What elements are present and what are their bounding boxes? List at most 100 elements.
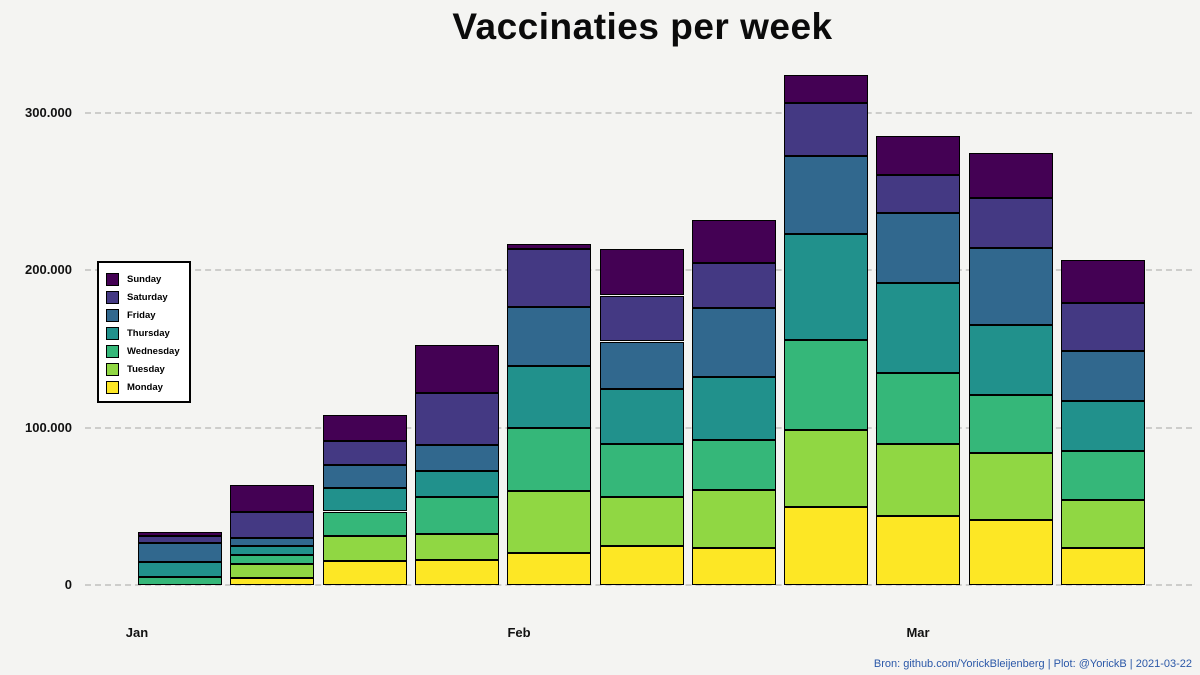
bar-segment-monday-week-11 [1061, 547, 1145, 585]
bar-segment-sunday-week-6 [599, 248, 684, 296]
x-axis-month-label-jan: Jan [125, 625, 149, 640]
bar-segment-monday-week-7 [691, 548, 776, 585]
bar-segment-thursday-week-9 [876, 283, 961, 374]
bar-segment-tuesday-week-9 [876, 444, 961, 516]
bar-segment-thursday-week-8 [784, 233, 869, 340]
bar-segment-saturday-week-1 [138, 535, 222, 544]
legend-label: Thursday [127, 327, 170, 339]
bar-segment-wednesday-week-5 [507, 428, 592, 492]
bar-segment-wednesday-week-10 [968, 395, 1053, 454]
bar-segment-thursday-week-10 [968, 325, 1053, 395]
bar-segment-friday-week-1 [138, 543, 222, 562]
bar-segment-sunday-week-2 [230, 485, 315, 512]
legend-item-tuesday: Tuesday [106, 360, 189, 378]
bar-segment-sunday-week-4 [414, 345, 499, 394]
y-axis-tick-label: 200.000 [25, 262, 72, 278]
bar-segment-saturday-week-3 [322, 440, 407, 466]
bar-segment-friday-week-8 [784, 155, 869, 234]
bar-segment-friday-week-9 [876, 213, 961, 284]
bar-segment-thursday-week-6 [599, 389, 684, 445]
gridline [85, 112, 1192, 115]
bar-segment-tuesday-week-2 [230, 564, 315, 579]
bar-segment-saturday-week-11 [1061, 303, 1145, 351]
bar-segment-monday-week-3 [322, 560, 407, 585]
x-axis-month-label-mar: Mar [906, 625, 930, 640]
bar-segment-thursday-week-5 [507, 365, 592, 429]
bar-segment-sunday-week-3 [322, 415, 407, 441]
y-axis-tick-label: 300.000 [25, 105, 72, 121]
bar-segment-saturday-week-9 [876, 174, 961, 214]
bar-segment-monday-week-10 [968, 520, 1053, 585]
bar-segment-saturday-week-8 [784, 103, 869, 156]
bar-segment-thursday-week-1 [138, 561, 222, 578]
bar-segment-sunday-week-1 [138, 532, 222, 536]
bar-segment-saturday-week-10 [968, 198, 1053, 249]
bar-segment-tuesday-week-11 [1061, 500, 1145, 548]
legend-item-monday: Monday [106, 378, 189, 396]
bar-segment-sunday-week-5 [507, 244, 592, 249]
legend-label: Monday [127, 381, 163, 393]
bar-segment-wednesday-week-8 [784, 339, 869, 430]
gridline [85, 584, 1192, 586]
bar-segment-wednesday-week-6 [599, 444, 684, 498]
bar-segment-wednesday-week-4 [414, 496, 499, 535]
bar-segment-wednesday-week-7 [691, 440, 776, 490]
legend-label: Sunday [127, 273, 162, 285]
bar-segment-sunday-week-7 [691, 220, 776, 264]
bar-segment-saturday-week-2 [230, 511, 315, 538]
bar-segment-friday-week-5 [507, 306, 592, 366]
legend-label: Friday [127, 309, 156, 321]
legend-item-friday: Friday [106, 306, 189, 324]
legend-swatch-icon [106, 326, 119, 340]
legend-swatch-icon [106, 380, 119, 394]
bar-segment-tuesday-week-4 [414, 534, 499, 560]
bar-segment-tuesday-week-5 [507, 491, 592, 553]
bar-segment-friday-week-2 [230, 537, 315, 546]
bar-segment-wednesday-week-3 [322, 511, 407, 536]
bar-segment-saturday-week-7 [691, 263, 776, 309]
x-axis-month-label-feb: Feb [507, 625, 531, 640]
bar-segment-tuesday-week-7 [691, 490, 776, 549]
bar-segment-tuesday-week-10 [968, 453, 1053, 520]
legend-item-thursday: Thursday [106, 324, 189, 342]
bar-segment-tuesday-week-6 [599, 497, 684, 546]
bar-segment-monday-week-6 [599, 546, 684, 585]
bar-segment-thursday-week-3 [322, 488, 407, 512]
bar-segment-wednesday-week-9 [876, 373, 961, 445]
bar-segment-monday-week-2 [230, 578, 315, 585]
legend: Sunday Saturday Friday Thursday Wednesday Tue… [97, 261, 191, 403]
bar-segment-saturday-week-6 [599, 295, 684, 342]
legend-label: Saturday [127, 291, 168, 303]
bar-segment-sunday-week-8 [784, 74, 869, 104]
y-axis-tick-label: 0 [64, 577, 72, 592]
bar-segment-thursday-week-4 [414, 470, 499, 497]
legend-item-saturday: Saturday [106, 288, 189, 306]
legend-swatch-icon [106, 272, 119, 286]
legend-item-wednesday: Wednesday [106, 342, 189, 360]
legend-swatch-icon [106, 308, 119, 322]
bar-segment-friday-week-7 [691, 308, 776, 377]
legend-swatch-icon [106, 362, 119, 376]
legend-swatch-icon [106, 344, 119, 358]
bar-segment-sunday-week-10 [968, 152, 1053, 199]
bar-segment-monday-week-8 [784, 506, 869, 585]
footer-credit: Bron: github.com/YorickBleijenberg | Plo… [873, 658, 1192, 670]
bar-segment-wednesday-week-1 [138, 577, 222, 585]
bar-segment-sunday-week-9 [876, 135, 961, 175]
bar-segment-tuesday-week-3 [322, 535, 407, 561]
bar-segment-friday-week-11 [1061, 350, 1145, 401]
bar-segment-saturday-week-5 [507, 249, 592, 307]
bar-segment-friday-week-10 [968, 248, 1053, 325]
bar-segment-tuesday-week-8 [784, 429, 869, 507]
bar-segment-monday-week-9 [876, 515, 961, 585]
bar-segment-sunday-week-11 [1061, 260, 1145, 304]
bar-segment-thursday-week-11 [1061, 400, 1145, 451]
bar-segment-wednesday-week-11 [1061, 451, 1145, 501]
legend-item-sunday: Sunday [106, 270, 189, 288]
bar-segment-thursday-week-2 [230, 545, 315, 556]
bar-segment-thursday-week-7 [691, 376, 776, 440]
bar-segment-wednesday-week-2 [230, 555, 315, 565]
legend-label: Tuesday [127, 363, 165, 375]
legend-swatch-icon [106, 290, 119, 304]
